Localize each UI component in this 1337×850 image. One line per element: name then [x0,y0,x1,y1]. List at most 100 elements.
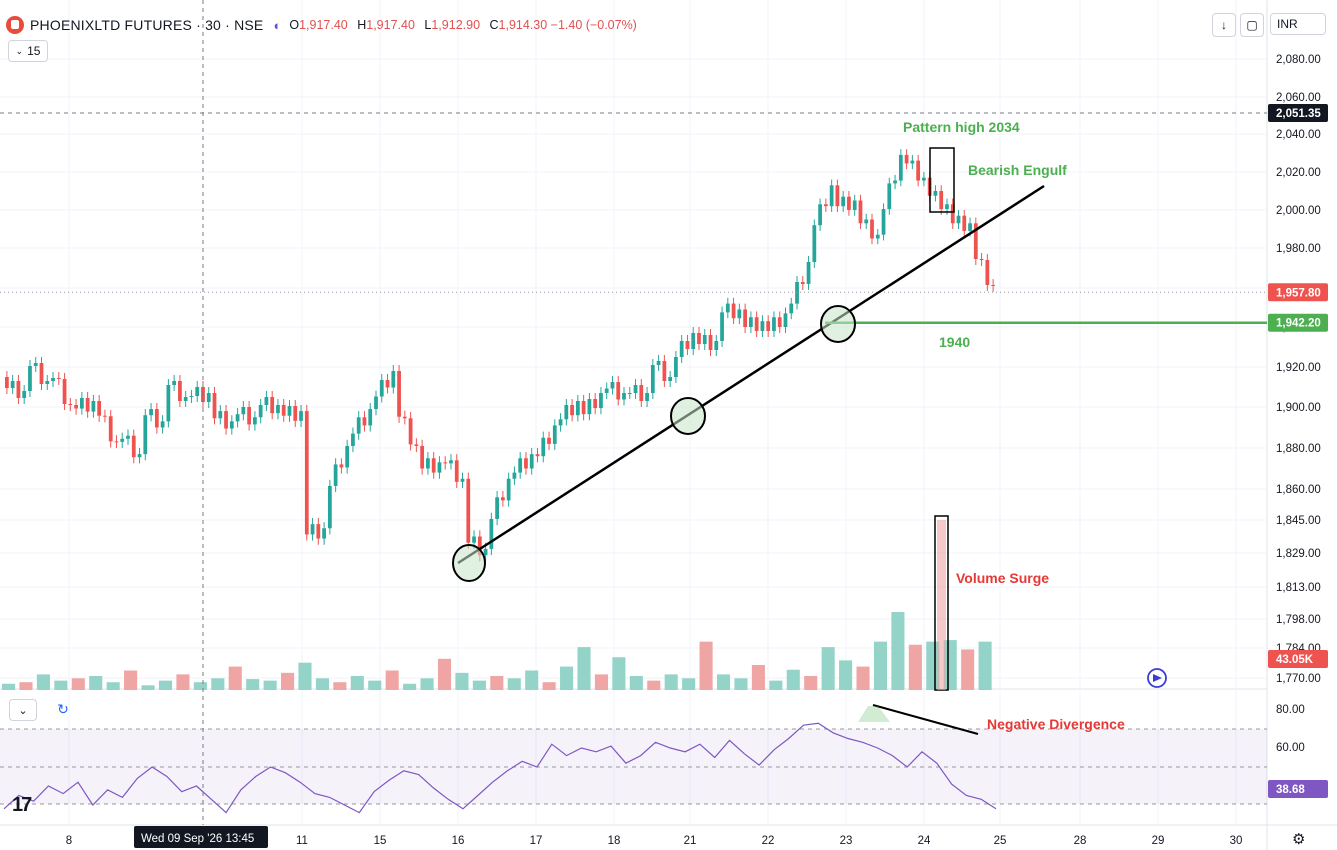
symbol-title[interactable]: PHOENIXLTD FUTURES · 30 · NSE [30,17,264,33]
volume-bar [472,680,486,690]
currency-label: INR [1277,17,1298,31]
rsi-tick-label: 60.00 [1276,742,1305,754]
candle-body [945,204,949,210]
candle-body [495,497,499,519]
candle-body [893,180,897,184]
settings-gear-icon[interactable]: ⚙ [1292,831,1306,848]
volume-bar [560,666,574,690]
candle-body [604,388,609,393]
candle-body [103,415,107,417]
volume-bar [403,683,417,690]
download-button[interactable]: ↓ [1212,13,1236,37]
candle-body [720,312,724,341]
candle-body [950,204,955,224]
time-tick-label: 28 [1074,835,1087,847]
price-badge-label: 43.05K [1276,654,1314,666]
candle-body [56,378,61,379]
candle-body [258,405,263,418]
candle-body [697,333,701,344]
candle-body [172,381,177,385]
candle-body [552,425,557,444]
bearish-engulf-box [929,147,955,213]
candle-body [62,379,67,404]
price-tick-label: 1,980.00 [1276,243,1321,255]
candle-body [829,185,834,207]
indicator-toggle[interactable]: ⌄ 15 [8,40,48,62]
candle-body [212,393,217,419]
candle-body [662,361,667,381]
candle-body [973,223,978,259]
candle-body [483,548,488,556]
candle-body [656,361,661,365]
volume-bar [455,672,469,690]
candle-body [795,282,799,304]
candle-body [714,341,719,350]
candle-body [858,200,863,224]
volume-bar [281,672,295,690]
candle-body [195,387,200,396]
candle-body [414,444,419,446]
candle-body [702,335,707,344]
volume-bar [333,682,347,690]
candle-body [160,421,165,428]
candle-body [518,458,523,473]
candle-body [956,215,961,224]
ohlc-readout: O1,917.40 H1,917.40 L1,912.90 C1,914.30 … [289,18,637,32]
candle-body [241,407,246,415]
candle-body [512,472,517,479]
rsi-refresh-button[interactable]: ↻ [52,699,74,719]
volume-bar [839,660,853,690]
candle-body [783,313,788,327]
price-badge-label: 1,957.80 [1276,287,1321,299]
volume-bar [228,666,242,690]
candle-body [587,399,592,415]
candle-body [206,393,211,402]
candle-body [166,385,171,422]
candle-body [610,382,615,389]
volume-bar [943,640,957,690]
candle-body [449,460,453,464]
annotation-label: Pattern high 2034 [903,119,1020,135]
volume-bar [298,662,312,690]
rsi-collapse-button[interactable]: ⌄ [9,699,37,721]
candle-body [310,524,315,535]
candle-body [22,391,27,398]
candle-body [466,478,471,543]
candle-body [264,397,269,405]
candle-body [356,417,361,434]
candle-body [379,380,384,397]
candle-body [812,225,817,262]
volume-bar [385,670,399,690]
touch-point-marker [670,397,706,435]
candle-body [599,393,603,409]
candle-body [541,437,546,457]
candle-body [108,416,113,442]
candle-body [143,415,148,455]
volume-bar [350,675,364,690]
volume-bar [211,678,225,690]
candle-body [489,518,494,549]
rsi-line [3,722,997,814]
candle-body [420,445,425,469]
candle-body [345,445,350,468]
volume-bar [891,612,905,690]
time-tick-label: 22 [762,835,775,847]
candle-body [126,435,130,439]
candle-body [477,536,482,556]
price-tick-label: 1,900.00 [1276,402,1321,414]
price-badge-label: 1,942.20 [1276,318,1321,330]
snapshot-button[interactable]: ▢ [1240,13,1264,37]
candle-body [79,398,84,409]
volume-bar [647,680,661,690]
volume-bar [908,644,922,690]
candle-body [708,335,713,350]
volume-bar [856,666,870,690]
candle-body [137,454,142,458]
currency-selector[interactable]: INR [1270,13,1326,35]
candle-body [743,309,747,327]
volume-bar [769,680,783,690]
time-tick-label: 16 [452,835,465,847]
candle-body [374,396,378,410]
candle-body [178,381,182,401]
